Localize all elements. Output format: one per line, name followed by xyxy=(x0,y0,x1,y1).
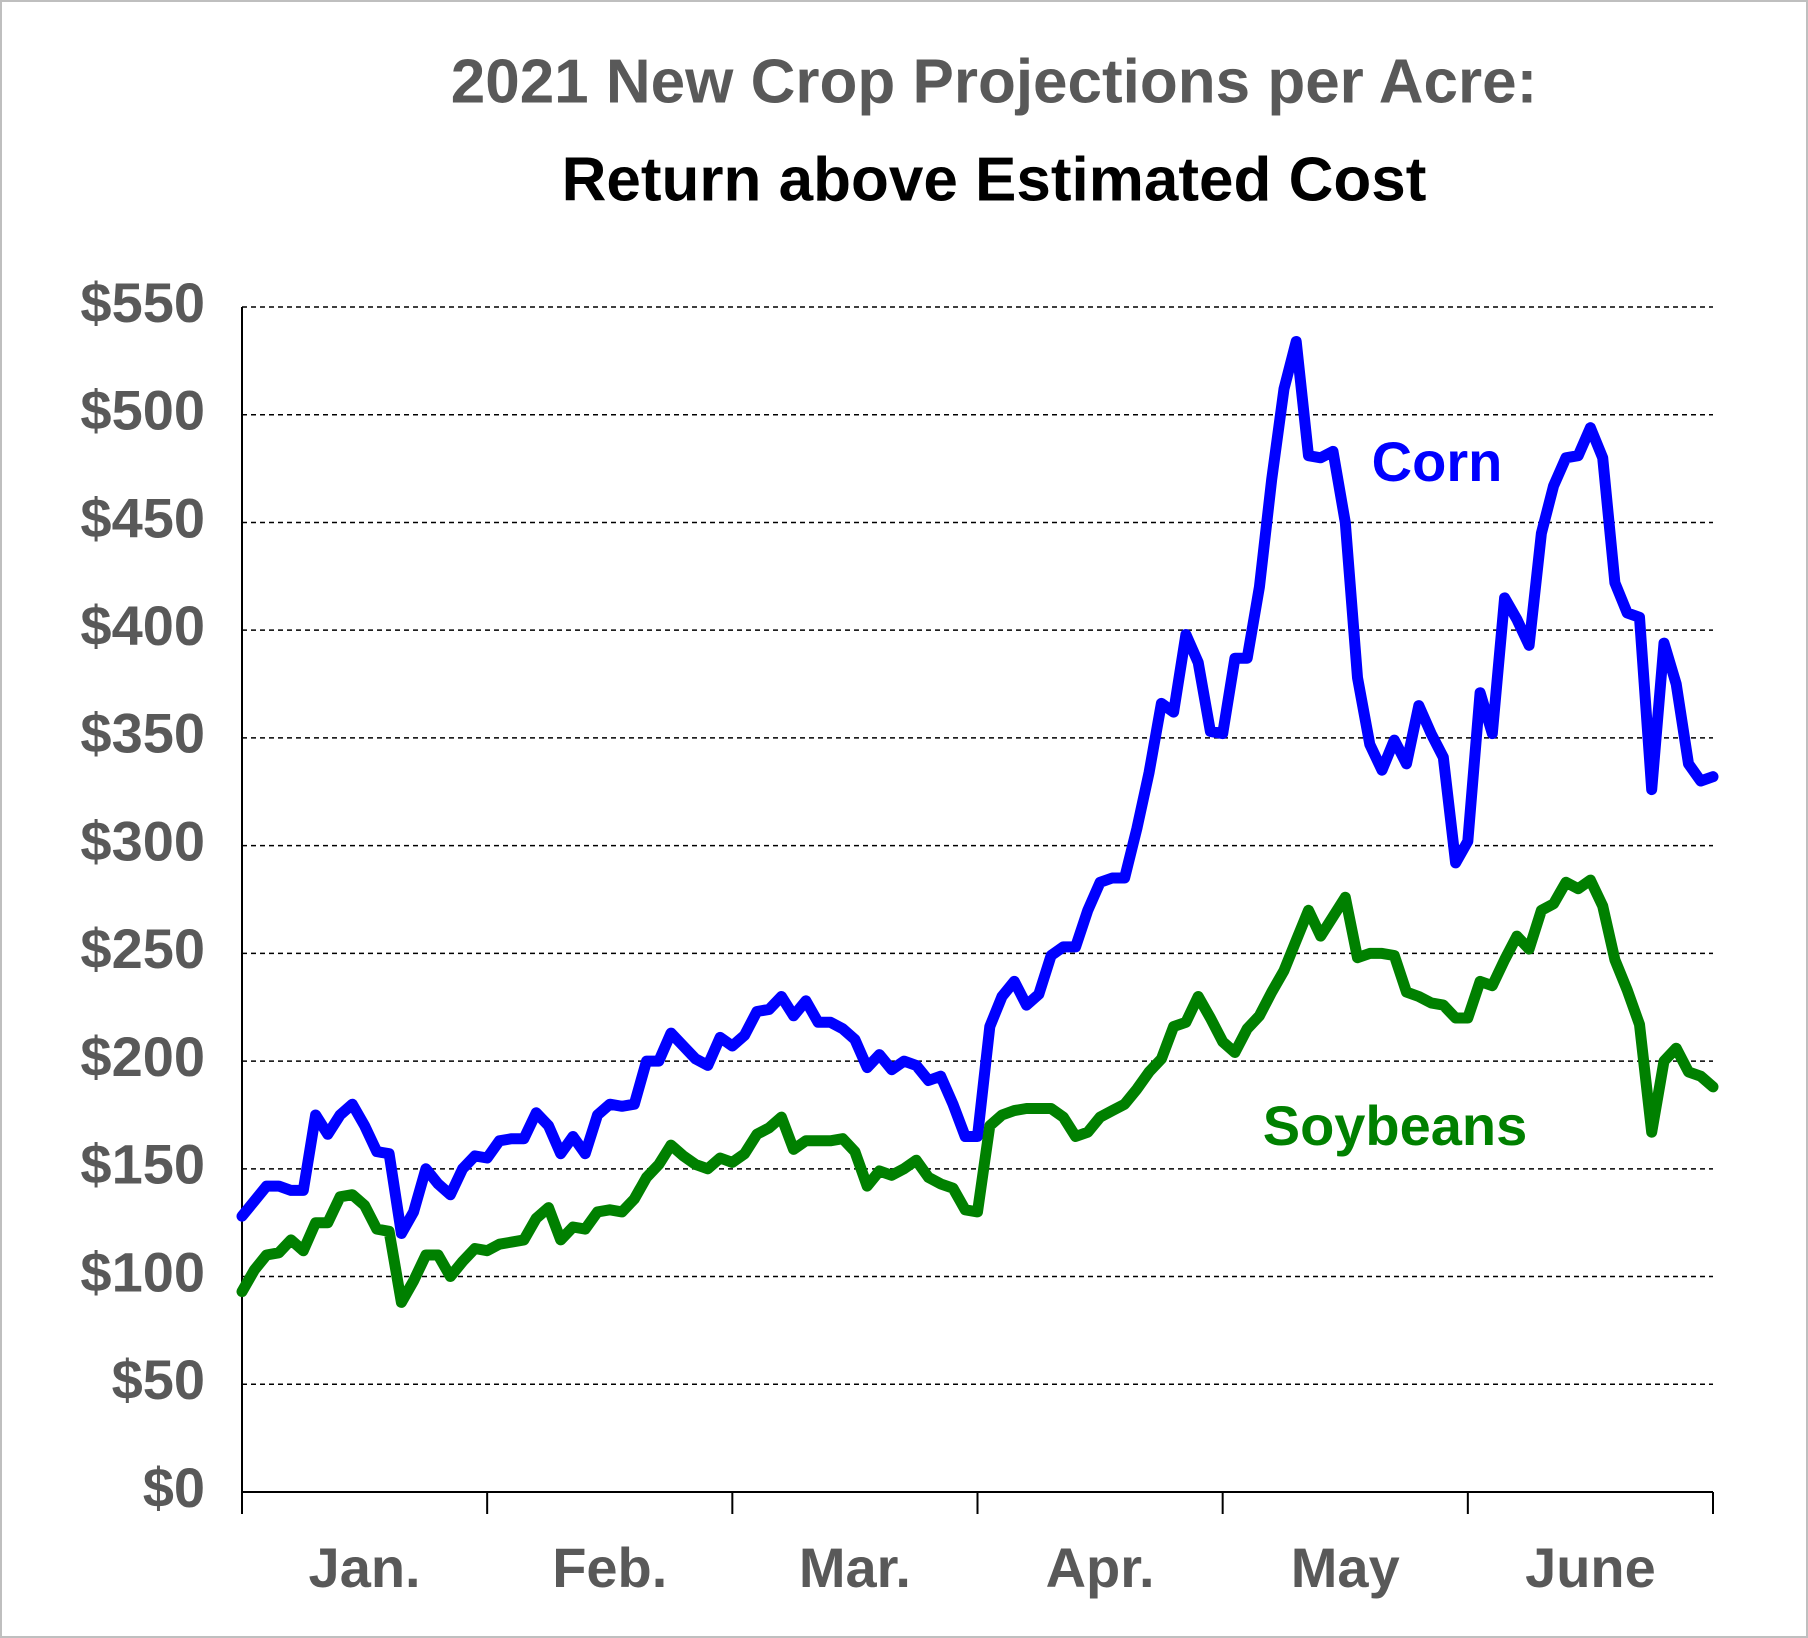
y-tick-label: $500 xyxy=(80,379,205,442)
chart-title: 2021 New Crop Projections per Acre: xyxy=(451,47,1538,116)
chart-subtitle: Return above Estimated Cost xyxy=(562,145,1427,214)
y-tick-label: $450 xyxy=(80,486,205,549)
y-tick-label: $50 xyxy=(112,1348,205,1411)
y-tick-label: $250 xyxy=(80,917,205,980)
x-tick-label: June xyxy=(1525,1536,1656,1599)
y-tick-label: $0 xyxy=(143,1456,205,1519)
y-tick-label: $200 xyxy=(80,1025,205,1088)
y-tick-label: $550 xyxy=(80,271,205,334)
x-tick-label: Apr. xyxy=(1046,1536,1155,1599)
y-tick-label: $400 xyxy=(80,594,205,657)
line-series xyxy=(236,874,1719,1308)
series-label: Corn xyxy=(1372,430,1503,493)
series-label: Soybeans xyxy=(1263,1094,1528,1157)
y-tick-label: $300 xyxy=(80,809,205,872)
y-tick-label: $350 xyxy=(80,702,205,765)
y-tick-label: $100 xyxy=(80,1240,205,1303)
y-tick-label: $150 xyxy=(80,1133,205,1196)
x-tick-label: Feb. xyxy=(552,1536,667,1599)
x-tick-label: May xyxy=(1291,1536,1400,1599)
x-tick-label: Mar. xyxy=(799,1536,911,1599)
x-tick-label: Jan. xyxy=(309,1536,421,1599)
line-series xyxy=(236,336,1719,1239)
